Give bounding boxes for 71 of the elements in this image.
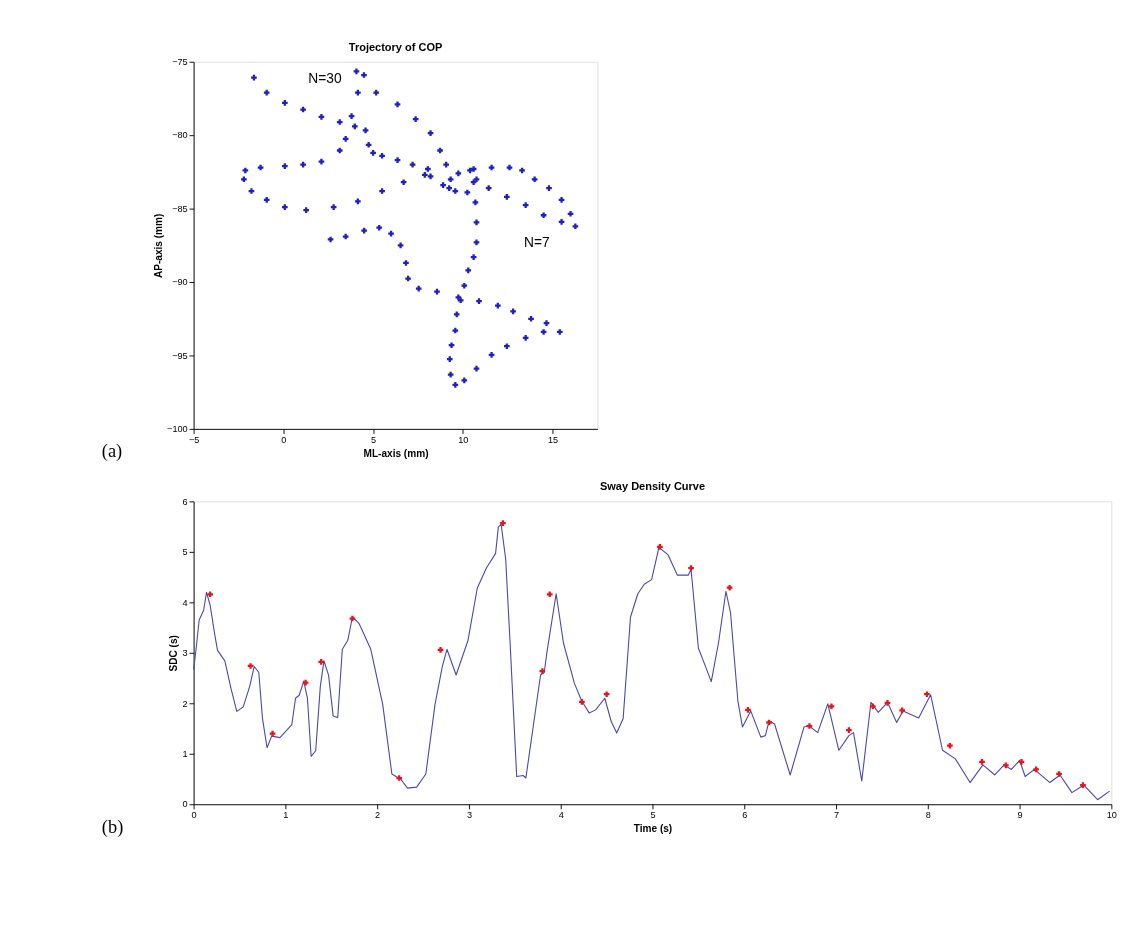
- chart-title: Sway Density Curve: [599, 480, 706, 493]
- annotation: N=7: [524, 235, 550, 251]
- x-tick-label: 7: [833, 810, 840, 821]
- point: [539, 668, 546, 674]
- y-tick-label: 0: [182, 799, 188, 810]
- x-tick-label: 15: [547, 435, 559, 446]
- x-tick-label: 6: [742, 810, 748, 821]
- point: [396, 775, 403, 781]
- x-tick-label: 8: [925, 810, 931, 821]
- y-axis-title: AP-axis (mm): [152, 213, 164, 279]
- point: [318, 659, 325, 665]
- chart-title: Trojectory of COP: [348, 40, 443, 53]
- point: [1018, 759, 1025, 765]
- annotation: N=30: [308, 70, 342, 86]
- point: [1056, 771, 1062, 777]
- point: [745, 707, 751, 713]
- y-tick-label: −95: [172, 350, 188, 361]
- point: [207, 591, 213, 598]
- point: [846, 727, 852, 733]
- y-tick-label: −100: [167, 424, 188, 435]
- point: [828, 703, 835, 710]
- x-tick-label: 4: [558, 810, 564, 821]
- y-tick-label: −75: [172, 57, 188, 68]
- point: [546, 591, 553, 598]
- point: [349, 615, 356, 622]
- y-tick-label: 1: [182, 749, 188, 759]
- x-tick-label: 0: [281, 435, 287, 446]
- x-tick-label: 5: [650, 810, 656, 821]
- y-axis-title: SDC (s): [168, 635, 180, 672]
- x-tick-label: 9: [1017, 810, 1023, 821]
- x-axis-title: Time (s): [633, 823, 673, 835]
- point: [579, 698, 585, 705]
- point: [1003, 762, 1009, 769]
- text: (b): [101, 816, 124, 838]
- x-tick-label: 10: [1106, 810, 1117, 821]
- point: [247, 663, 254, 669]
- point: [947, 742, 953, 749]
- point: [979, 759, 985, 765]
- x-axis-title: ML-axis (mm): [363, 447, 429, 459]
- y-tick-label: 5: [182, 547, 188, 558]
- text: (a): [101, 441, 123, 463]
- point: [302, 679, 309, 686]
- point: [766, 719, 772, 726]
- x-tick-label: 2: [375, 810, 381, 821]
- point: [726, 584, 733, 591]
- point: [806, 723, 813, 729]
- y-tick-label: 4: [182, 597, 188, 608]
- point: [1033, 766, 1039, 773]
- point: [500, 520, 506, 526]
- point: [437, 646, 444, 653]
- y-tick-label: −90: [172, 277, 188, 288]
- y-tick-label: 3: [182, 648, 188, 659]
- point: [869, 703, 876, 710]
- y-tick-label: 2: [182, 698, 188, 709]
- point: [657, 544, 663, 550]
- x-tick-label: 10: [458, 435, 469, 446]
- y-tick-label: −85: [172, 203, 188, 214]
- point: [884, 699, 891, 706]
- x-tick-label: −5: [188, 435, 200, 446]
- x-tick-label: 5: [371, 435, 377, 446]
- point: [924, 691, 930, 698]
- point: [1080, 782, 1086, 788]
- y-tick-label: 6: [182, 496, 188, 507]
- point: [603, 691, 610, 698]
- point: [688, 565, 694, 571]
- x-tick-label: 1: [283, 810, 289, 821]
- y-tick-label: −80: [172, 130, 188, 141]
- x-tick-label: 0: [191, 810, 197, 821]
- x-tick-label: 3: [466, 810, 472, 821]
- point: [269, 730, 276, 737]
- point: [899, 707, 905, 714]
